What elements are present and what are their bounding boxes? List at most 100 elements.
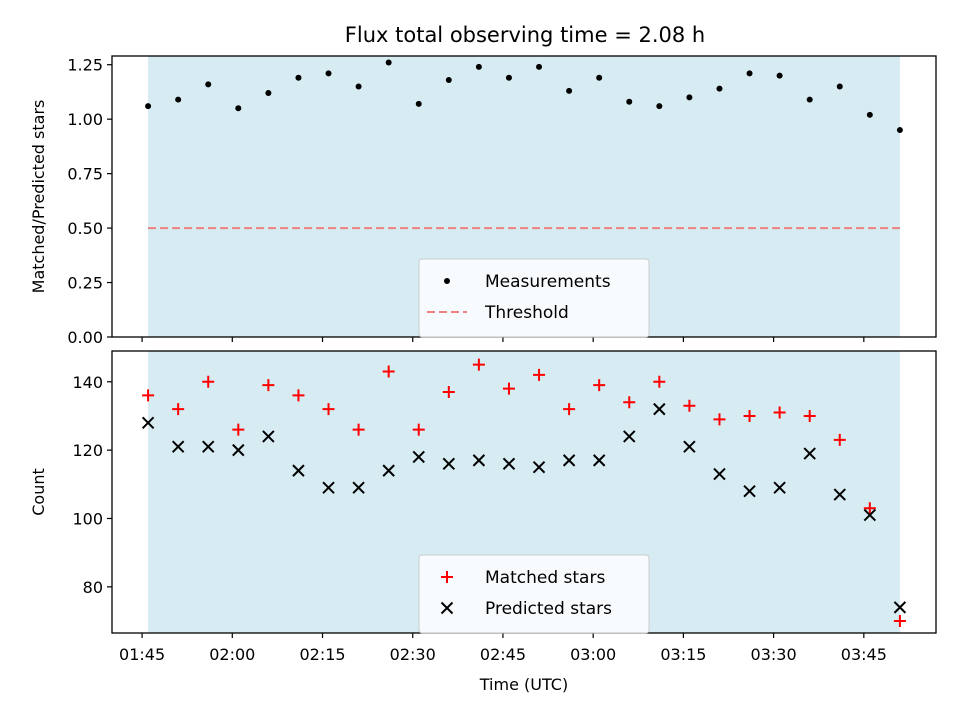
y-tick-label: 0.25	[67, 274, 103, 293]
matched-marker	[292, 389, 305, 402]
matched-marker	[232, 423, 245, 436]
y-tick-label: 0.00	[67, 328, 103, 347]
legend-x-marker	[440, 601, 454, 615]
legend-box	[418, 258, 650, 338]
predicted-marker	[202, 440, 215, 453]
x-tick-label: 02:00	[209, 645, 255, 664]
matched-marker	[412, 423, 425, 436]
predicted-marker	[863, 508, 877, 522]
matched-marker	[863, 502, 876, 515]
bottom-panel: 80 100 120 140 01:45 02:00 02:15 02:30 02:45 03:0…	[29, 350, 937, 694]
measurement-point	[295, 74, 302, 81]
matched-marker	[142, 389, 155, 402]
y-tick-label: 100	[72, 509, 103, 528]
x-tick-label: 03:15	[660, 645, 706, 664]
predicted-marker	[171, 440, 185, 453]
y-tick-label: 120	[72, 441, 103, 460]
measurement-point	[355, 83, 362, 90]
matched-marker	[653, 375, 666, 388]
measurement-point	[656, 103, 663, 110]
predicted-marker	[592, 454, 606, 467]
predicted-marker	[382, 464, 395, 477]
matched-marker	[563, 403, 576, 416]
predicted-marker	[502, 457, 516, 471]
matched-marker	[773, 406, 786, 419]
predicted-marker	[893, 601, 907, 614]
predicted-marker	[412, 450, 425, 464]
matched-marker	[743, 409, 756, 422]
matched-marker	[623, 396, 636, 409]
matched-marker	[352, 423, 365, 436]
measurement-point	[145, 103, 152, 110]
x-tick-label: 03:30	[751, 645, 797, 664]
y-tick-label: 0.50	[67, 219, 103, 238]
predicted-marker	[562, 454, 576, 467]
predicted-marker	[262, 430, 275, 443]
x-tick-label: 02:30	[390, 645, 436, 664]
predicted-marker	[532, 461, 546, 474]
measurement-point	[175, 96, 182, 103]
x-tick-label: 02:15	[299, 645, 345, 664]
legend-label: Matched stars	[485, 568, 605, 588]
measurement-point	[235, 105, 242, 112]
matched-marker	[322, 403, 335, 416]
measurement-point	[205, 81, 212, 88]
measurement-point	[325, 70, 332, 77]
measurement-point	[746, 70, 753, 77]
top-panel: 0.00 0.25 0.50 0.75 1.00 1.25 Matched/Predicte…	[29, 55, 937, 347]
matched-marker	[382, 365, 395, 378]
y-tick-label: 140	[72, 373, 103, 392]
matched-marker	[893, 615, 906, 628]
legend: Measurements Threshold	[418, 258, 650, 338]
matched-marker	[533, 368, 546, 381]
predicted-marker	[232, 443, 245, 457]
predicted-marker	[653, 402, 666, 416]
legend-label: Predicted stars	[485, 599, 612, 619]
measurement-point	[475, 63, 482, 70]
predicted-marker	[713, 467, 726, 481]
matched-marker	[713, 413, 726, 426]
predicted-marker	[803, 447, 816, 460]
predicted-marker	[141, 416, 155, 429]
measurement-point	[265, 90, 272, 97]
predicted-marker	[472, 454, 486, 467]
measurement-point	[866, 111, 873, 118]
matched-marker	[172, 403, 185, 416]
y-axis-label: Matched/Predicted stars	[29, 100, 48, 294]
predicted-marker	[442, 457, 456, 471]
x-tick-label: 03:45	[841, 645, 887, 664]
x-axis-label: Time (UTC)	[479, 675, 568, 694]
matched-marker	[262, 379, 275, 392]
measurement-point	[896, 127, 903, 134]
y-tick-label: 0.75	[67, 165, 103, 184]
predicted-marker	[743, 484, 756, 498]
measurement-point	[536, 63, 543, 70]
measurement-point	[385, 59, 392, 66]
matched-marker	[803, 409, 816, 422]
measurement-point	[505, 74, 512, 81]
measurement-point	[806, 96, 813, 103]
matched-marker	[833, 433, 846, 446]
measurement-point	[776, 72, 783, 79]
measurement-point	[445, 76, 452, 83]
legend-box	[418, 554, 650, 634]
measurement-point	[415, 100, 422, 107]
matched-marker	[683, 399, 696, 412]
predicted-marker	[833, 488, 846, 501]
measurement-point	[566, 87, 573, 94]
legend-label: Threshold	[484, 303, 569, 323]
measurement-point	[836, 83, 843, 90]
predicted-marker	[683, 440, 696, 453]
x-tick-label: 03:00	[570, 645, 616, 664]
measurement-point	[626, 98, 633, 105]
predicted-marker	[352, 481, 365, 494]
measurement-point	[596, 74, 603, 81]
matched-marker	[593, 379, 606, 392]
y-tick-label: 1.00	[67, 110, 103, 129]
predicted-marker	[292, 464, 305, 477]
y-tick-label: 80	[83, 578, 103, 597]
matched-marker	[502, 382, 515, 395]
matched-marker	[472, 358, 485, 371]
legend: Matched stars Predicted stars	[418, 554, 650, 634]
